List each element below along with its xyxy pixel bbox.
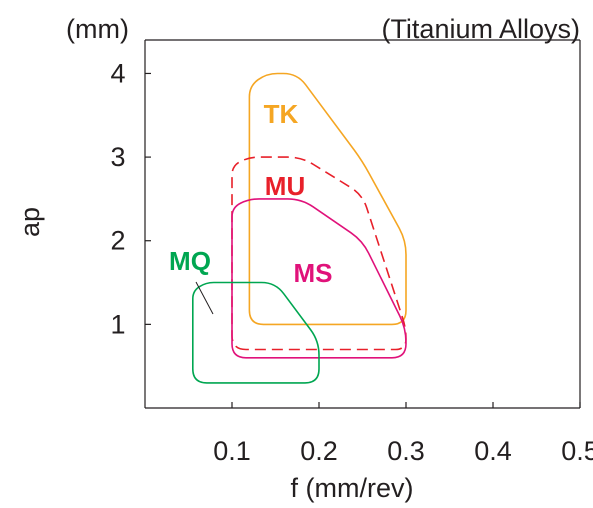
x-tick-label: 0.5	[561, 436, 593, 466]
x-axis-label: f (mm/rev)	[291, 473, 414, 503]
unit-label: (mm)	[66, 14, 129, 44]
region-mu	[231, 156, 407, 351]
x-tick-label: 0.2	[300, 436, 338, 466]
y-axis-label: ap	[15, 207, 45, 237]
y-tick-label: 1	[110, 309, 125, 339]
y-tick-label: 3	[110, 142, 125, 172]
region-ms	[231, 198, 407, 359]
x-tick-label: 0.1	[213, 436, 251, 466]
y-tick-label: 2	[110, 226, 125, 256]
x-tick-label: 0.3	[387, 436, 425, 466]
region-labels: TK MU MS MQ	[169, 99, 332, 288]
y-ticks: 1 2 3 4	[110, 58, 151, 339]
region-mq	[192, 281, 320, 384]
region-tk	[248, 72, 407, 326]
mq-leader-line	[195, 281, 214, 315]
region-label-tk: TK	[264, 99, 299, 129]
y-tick-label: 4	[110, 58, 125, 88]
x-tick-label: 0.4	[474, 436, 512, 466]
region-label-ms: MS	[294, 258, 333, 288]
region-label-mq: MQ	[169, 246, 211, 276]
region-layer	[192, 72, 407, 384]
region-label-mu: MU	[265, 171, 305, 201]
x-ticks: 0.1 0.2 0.3 0.4 0.5	[213, 402, 593, 466]
chart-title: (Titanium Alloys)	[381, 14, 580, 44]
